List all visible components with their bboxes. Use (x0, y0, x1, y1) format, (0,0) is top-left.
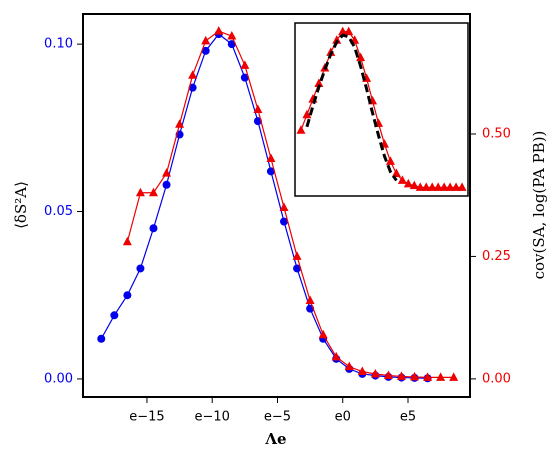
point (97, 334, 106, 343)
point (421, 182, 431, 191)
point (433, 182, 443, 191)
point (357, 366, 367, 376)
point (391, 168, 401, 178)
point (385, 156, 395, 165)
point (279, 202, 289, 211)
point (436, 372, 446, 381)
point (397, 175, 407, 184)
point (445, 182, 455, 191)
point (305, 295, 315, 305)
point (293, 264, 302, 273)
point (227, 40, 236, 49)
point (148, 187, 158, 197)
point (409, 180, 419, 190)
point (110, 311, 119, 320)
point (135, 187, 145, 197)
x-tick-label: e0 (335, 410, 351, 425)
point (227, 31, 237, 40)
point (427, 182, 437, 191)
y-axis-label: ⟨δS²A⟩ (12, 181, 30, 229)
point (396, 371, 406, 380)
y-tick-label: 0.00 (44, 371, 73, 386)
point (302, 109, 312, 119)
point (344, 26, 354, 36)
point (123, 291, 132, 300)
y2-tick-label: 0.25 (482, 249, 511, 264)
plot-frame (82, 13, 471, 398)
y2-tick-label: 0.50 (482, 126, 511, 141)
point (344, 361, 354, 371)
series-line (300, 31, 463, 188)
point (457, 182, 467, 191)
point (162, 180, 171, 189)
point (188, 70, 198, 79)
series-line (305, 33, 398, 182)
point (356, 52, 366, 62)
point (253, 104, 263, 114)
x-tick-label: e5 (400, 410, 416, 425)
y2-axis-label: cov(SA, log(PA PB)) (530, 131, 548, 280)
point (370, 368, 380, 378)
point (331, 351, 341, 361)
point (240, 73, 249, 82)
point (296, 125, 306, 134)
point (122, 236, 132, 246)
point (201, 46, 210, 55)
y-tick-label: 0.05 (44, 204, 73, 219)
point (415, 182, 425, 191)
point (314, 78, 324, 88)
point (240, 60, 250, 69)
plot-frame (294, 22, 469, 197)
point (423, 372, 433, 381)
point (449, 372, 459, 381)
point (280, 217, 289, 226)
point (451, 182, 461, 191)
point (292, 251, 302, 260)
point (136, 264, 145, 273)
point (383, 370, 393, 379)
x-tick-label: e−5 (264, 410, 291, 425)
y-tick-label: 0.10 (44, 37, 73, 52)
point (162, 168, 172, 177)
point (188, 83, 197, 92)
point (410, 371, 420, 381)
point (318, 329, 328, 339)
point (201, 35, 211, 45)
point (214, 26, 224, 35)
x-axis-label: Λe (264, 430, 286, 448)
point (175, 119, 185, 128)
x-tick-label: e−15 (129, 410, 164, 425)
point (439, 182, 449, 191)
y2-tick-label: 0.00 (482, 371, 511, 386)
point (149, 224, 158, 233)
point (403, 178, 413, 188)
point (338, 26, 348, 36)
point (266, 167, 275, 176)
point (266, 153, 276, 162)
inset-background (295, 23, 468, 196)
x-tick-label: e−10 (194, 410, 229, 425)
